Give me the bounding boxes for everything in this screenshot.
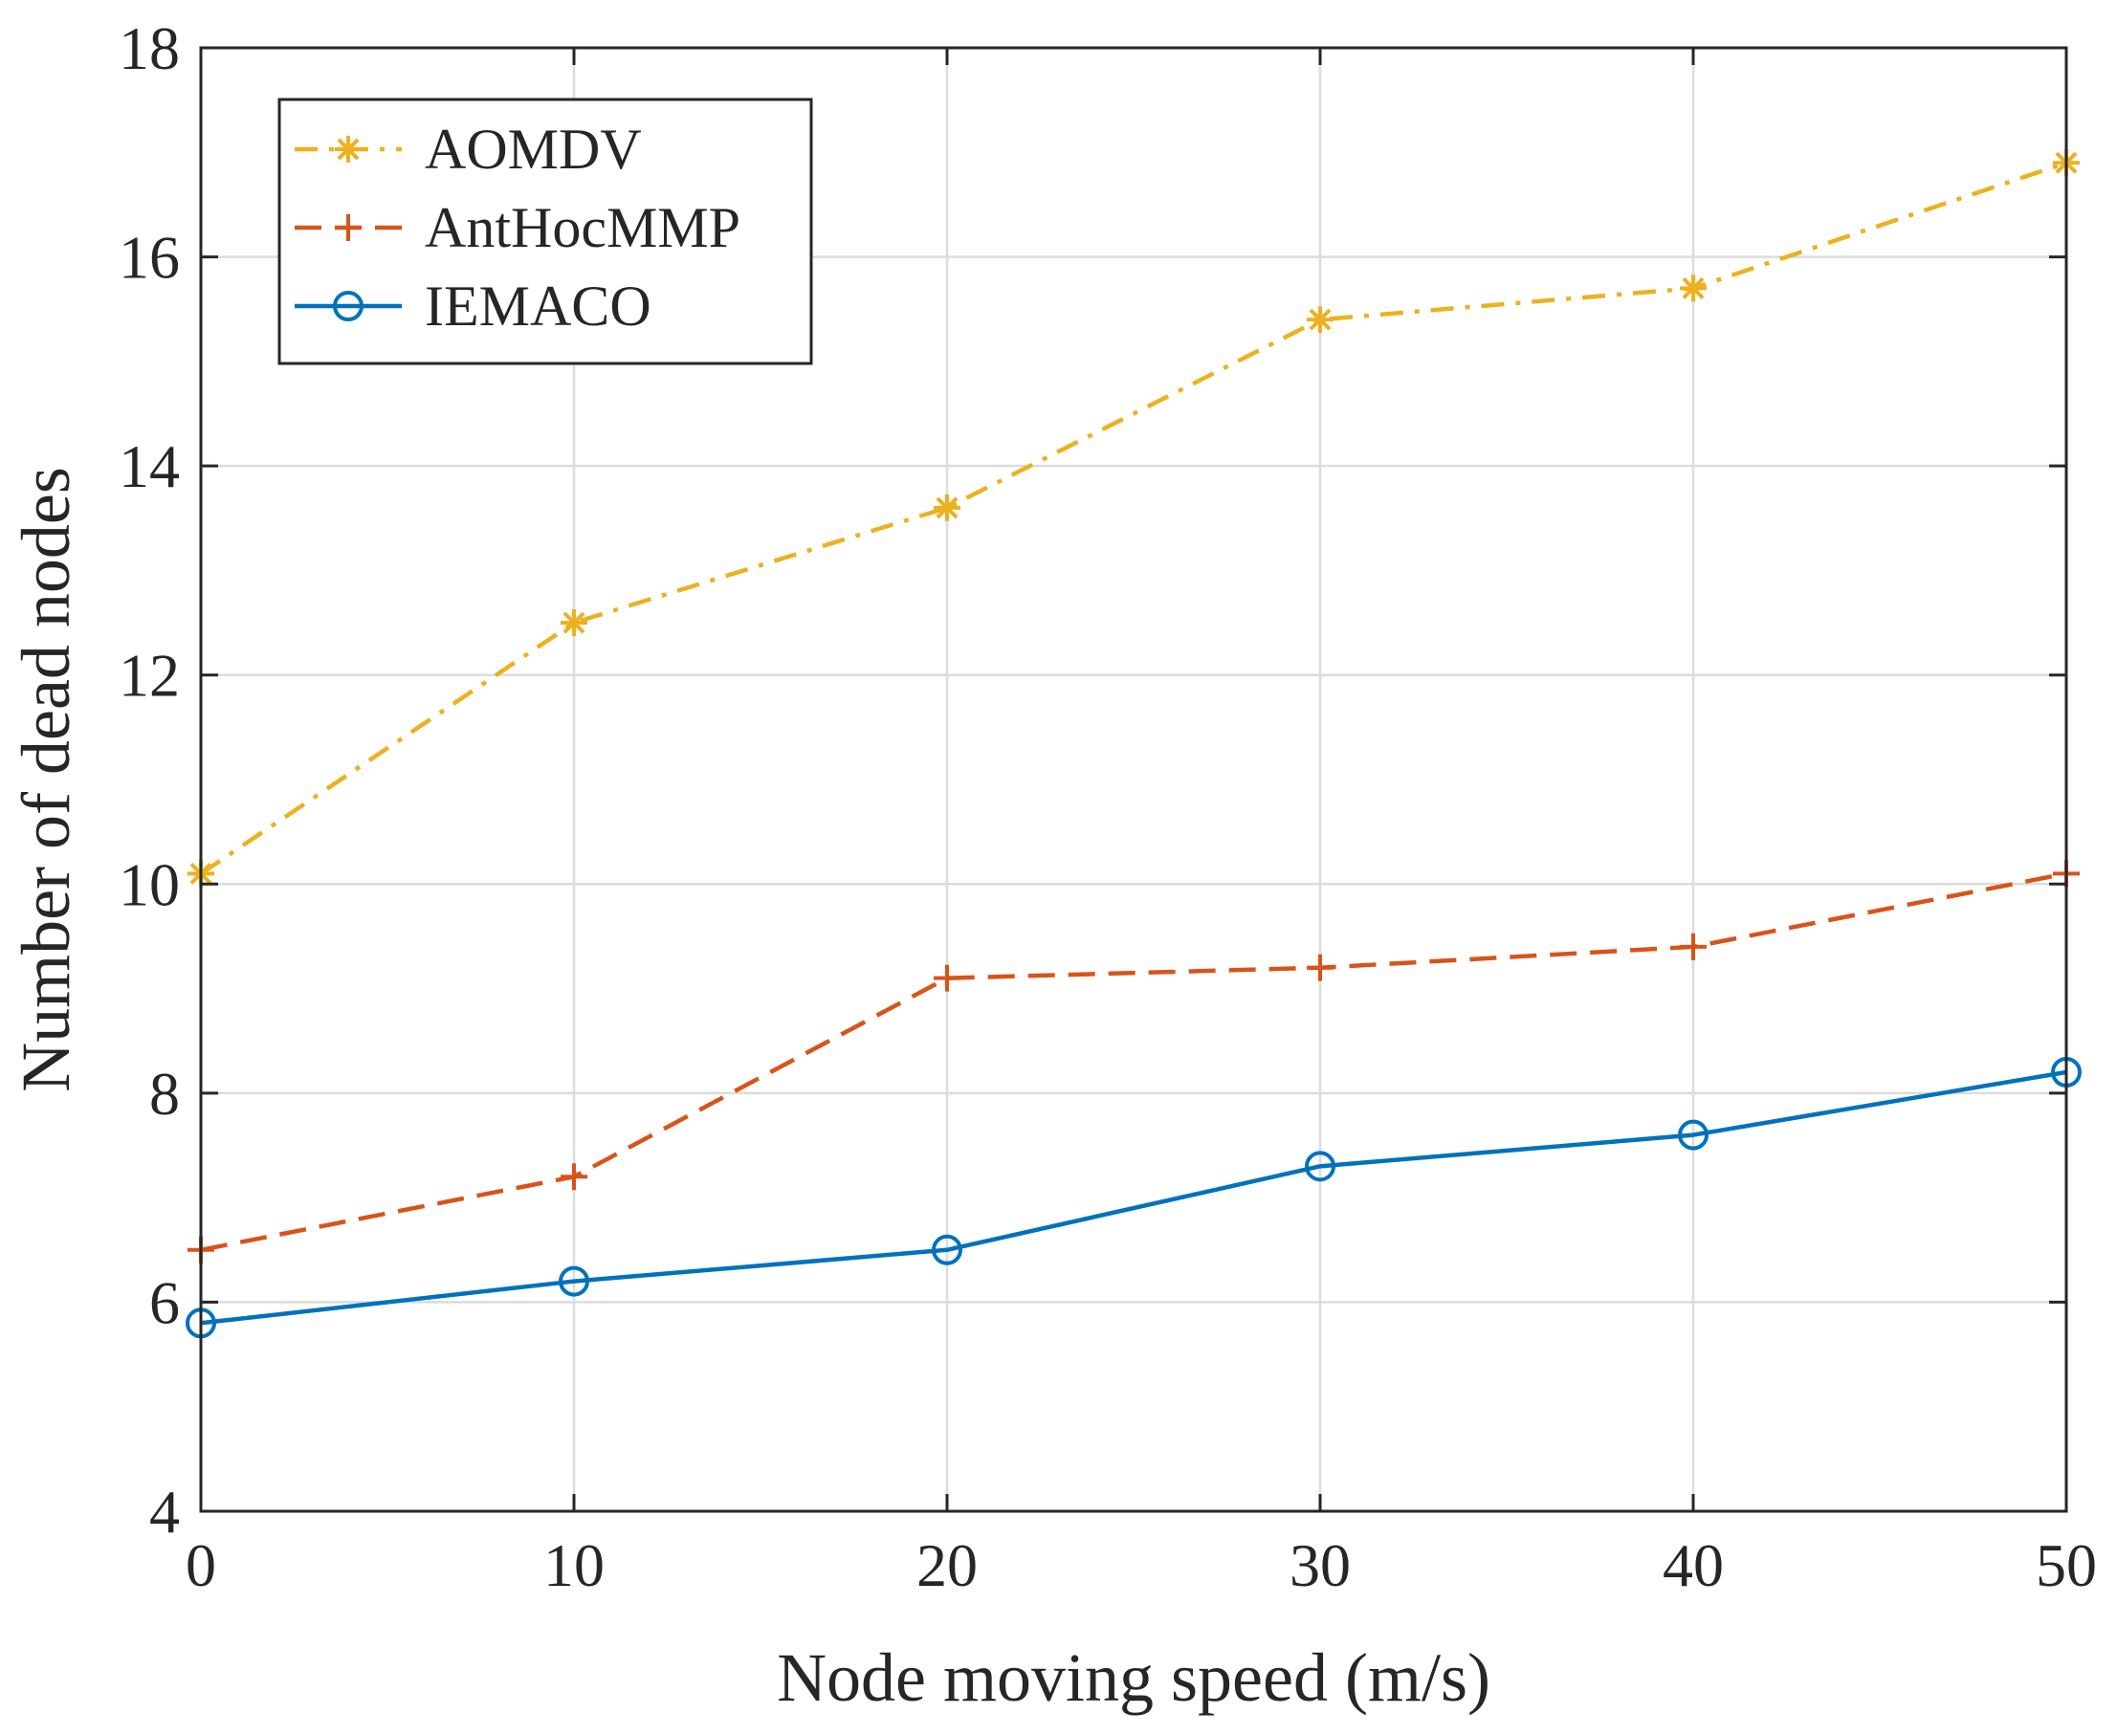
data-point-aomdv xyxy=(1307,306,1334,334)
data-point-iemaco xyxy=(932,1234,962,1265)
y-tick-label: 14 xyxy=(119,432,180,500)
y-tick-label: 4 xyxy=(149,1478,180,1546)
series-iemaco xyxy=(186,1057,2082,1339)
y-tick-label: 10 xyxy=(119,850,180,918)
data-point-anthocmmp xyxy=(934,964,960,992)
x-tick-label: 10 xyxy=(543,1531,605,1599)
legend-item-aomdv: AOMDV xyxy=(295,118,642,181)
data-point-iemaco xyxy=(1305,1151,1335,1182)
series-aomdv xyxy=(187,149,2080,888)
data-point-iemaco xyxy=(1678,1119,1709,1151)
data-point-anthocmmp xyxy=(1307,954,1334,981)
y-tick-label: 12 xyxy=(119,642,180,710)
x-tick-label: 0 xyxy=(186,1531,216,1599)
data-point-iemaco xyxy=(559,1265,589,1297)
legend-marker-anthocmmp xyxy=(335,214,362,241)
series-line-aomdv xyxy=(199,161,2067,876)
x-tick-label: 50 xyxy=(2036,1531,2097,1599)
data-point-aomdv xyxy=(1680,275,1707,302)
y-axis-title: Number of dead nodes xyxy=(8,467,84,1092)
legend-marker-aomdv xyxy=(335,136,362,163)
legend-label-iemaco: IEMACO xyxy=(425,275,651,338)
data-point-anthocmmp xyxy=(561,1163,587,1191)
x-tick-label: 40 xyxy=(1663,1531,1724,1599)
legend-label-anthocmmp: AntHocMMP xyxy=(425,196,740,259)
x-tick-label: 30 xyxy=(1290,1531,1351,1599)
y-tick-label: 18 xyxy=(119,14,180,82)
legend-item-anthocmmp: AntHocMMP xyxy=(295,196,740,259)
x-tick-label: 20 xyxy=(916,1531,978,1599)
series-line-iemaco xyxy=(200,1069,2067,1326)
y-tick-label: 8 xyxy=(149,1060,180,1128)
data-point-anthocmmp xyxy=(1680,933,1707,960)
legend: AOMDV AntHocMMP IEMACO xyxy=(277,98,813,365)
axis-ticks: 0 10 20 30 40 50 4 6 8 10 12 14 16 18 xyxy=(119,14,2097,1599)
y-tick-label: 16 xyxy=(119,224,180,292)
legend-box xyxy=(277,98,813,365)
x-axis-title: Node moving speed (m/s) xyxy=(777,1639,1490,1716)
data-point-aomdv xyxy=(561,609,587,637)
legend-label-aomdv: AOMDV xyxy=(425,118,642,181)
series-anthocmmp xyxy=(187,860,2080,1264)
series-line-anthocmmp xyxy=(200,871,2067,1252)
plot-area-border xyxy=(199,46,2068,1513)
data-point-aomdv xyxy=(934,494,960,521)
legend-marker-iemaco xyxy=(333,291,364,321)
legend-item-iemaco: IEMACO xyxy=(295,275,651,338)
y-tick-label: 6 xyxy=(149,1268,180,1336)
